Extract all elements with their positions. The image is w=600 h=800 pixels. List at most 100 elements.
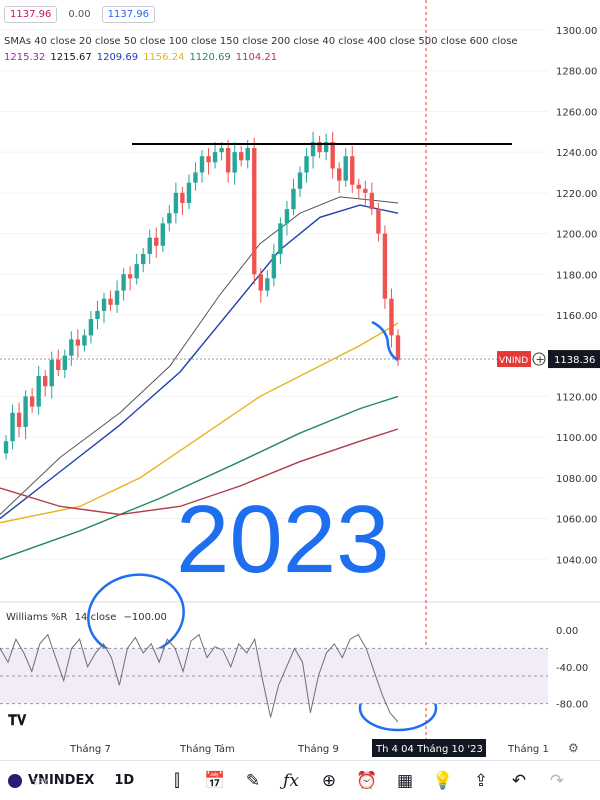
- candle-body: [343, 156, 348, 181]
- price-axis[interactable]: 1300.00 1280.00 1260.00 1240.00 1220.00 1200.…: [497, 26, 600, 566]
- chart-type-icon[interactable]: ⫿: [174, 770, 180, 791]
- candle-body: [350, 156, 355, 185]
- candle-body: [180, 192, 185, 204]
- time-axis[interactable]: Tháng 7 Tháng Tám Tháng 9 Tháng 1 Th 4 04 Th…: [69, 739, 579, 757]
- candle-body: [291, 188, 296, 210]
- candle-body: [154, 237, 159, 246]
- candle-body: [265, 278, 270, 291]
- calendar-icon[interactable]: 📅: [204, 770, 226, 791]
- candle-body: [252, 148, 257, 275]
- time-label: Tháng 7: [69, 743, 111, 755]
- sma-indicator-values: 1215.32 1215.67 1209.69 1156.24 1120.69 1104.…: [4, 52, 277, 63]
- candle-body: [369, 192, 375, 210]
- candle-body: [167, 213, 172, 224]
- candle-body: [245, 148, 250, 161]
- candle-body: [284, 209, 290, 224]
- price-tick-label: 1160.00: [556, 311, 597, 322]
- candle-body: [297, 172, 303, 189]
- candle-body: [82, 335, 87, 346]
- candle-body: [95, 310, 100, 320]
- candle-body: [127, 274, 133, 279]
- candle-body: [121, 274, 126, 291]
- year-annotation-text: 2023: [176, 486, 390, 593]
- candle-body: [160, 223, 165, 246]
- candle-body: [330, 141, 335, 169]
- candle-body: [108, 298, 113, 305]
- candle-body: [29, 396, 35, 407]
- sma-value-0: 1215.32: [4, 52, 46, 63]
- share-icon[interactable]: ⇪: [473, 770, 489, 791]
- indicators-fx-icon[interactable]: ƒx: [283, 770, 299, 791]
- settings-gear-icon: ⚙: [568, 741, 579, 755]
- candle-body: [323, 141, 329, 153]
- sma-200-line: [0, 428, 399, 516]
- timeframe-selector[interactable]: 1D: [114, 773, 135, 788]
- sma-100-line: [0, 322, 399, 524]
- candle-body: [271, 253, 277, 279]
- candle-body: [193, 172, 198, 183]
- price-tick-label: 1240.00: [556, 148, 597, 159]
- tradingview-logo-icon: 𝐓𝐕: [8, 713, 27, 729]
- candle-body: [186, 182, 192, 204]
- symbol-name: VNINDEX: [28, 773, 95, 788]
- williams-r-value: −100.00: [123, 612, 167, 623]
- time-label: Tháng 1: [507, 743, 549, 755]
- candle-body: [382, 233, 388, 299]
- layout-grid-icon[interactable]: ▦: [396, 770, 414, 791]
- candle-body: [310, 141, 316, 157]
- sma-value-1: 1215.67: [50, 52, 92, 63]
- candle-body: [23, 396, 28, 427]
- price-legend: 1137.96 0.00 1137.96: [4, 6, 155, 23]
- sma-indicator-title[interactable]: SMAs 40 close 20 close 50 close 100 clos…: [4, 36, 518, 47]
- bottom-toolbar: VNINDEX 1D ⫿ 📅 ✎ ƒx ⊕ ⏰ ▦ 💡 ⇪ ↶ ↷: [0, 760, 600, 800]
- price-tick-label: 1180.00: [556, 270, 597, 281]
- cursor-date-badge: [372, 739, 486, 757]
- sma-value-3: 1156.24: [143, 52, 185, 63]
- add-plus-icon[interactable]: ⊕: [321, 770, 337, 791]
- candle-layer: [3, 131, 401, 460]
- add-plus-icon: [532, 352, 546, 366]
- candle-body: [278, 223, 283, 254]
- last-price-value: 1138.36: [554, 355, 595, 366]
- candle-body: [239, 152, 244, 161]
- time-label: Tháng Tám: [179, 743, 235, 755]
- williams-r-title: Williams %R: [6, 612, 68, 623]
- drawing-pen-icon[interactable]: ✎: [245, 770, 261, 791]
- candle-body: [337, 168, 342, 181]
- williams-r-band: [0, 648, 548, 704]
- symbol-logo-icon: [8, 773, 22, 788]
- candle-body: [212, 152, 218, 163]
- candle-body: [62, 355, 67, 370]
- candle-body: [389, 298, 394, 336]
- symbol-selector[interactable]: VNINDEX 1D: [0, 773, 158, 788]
- price-tick-label: 1120.00: [556, 392, 597, 403]
- alarm-clock-icon[interactable]: ⏰: [356, 770, 378, 791]
- plus-glyph: +: [536, 353, 545, 366]
- candle-body: [3, 441, 9, 454]
- candle-body: [363, 188, 368, 193]
- ideas-bulb-icon[interactable]: 💡: [432, 770, 454, 791]
- price-tick-label: 1300.00: [556, 26, 597, 37]
- candle-body: [376, 209, 381, 234]
- sma-20-line: [0, 196, 399, 515]
- sma-value-4: 1120.69: [189, 52, 231, 63]
- williams-r-pane[interactable]: 0.00 -40.00 -80.00 𝐓𝐕: [0, 626, 588, 729]
- candle-body: [10, 412, 15, 442]
- candle-body: [258, 274, 263, 291]
- candle-body: [43, 376, 48, 387]
- undo-icon[interactable]: ↶: [511, 770, 527, 791]
- candle-body: [219, 148, 224, 153]
- candle-body: [141, 253, 146, 265]
- handdrawn-mark: [371, 320, 399, 362]
- sma-150-line: [0, 395, 399, 560]
- spread-value: 0.00: [63, 7, 96, 22]
- williams-r-legend[interactable]: Williams %R 14 close −100.00: [6, 612, 171, 623]
- williams-r-tick: -40.00: [556, 663, 588, 674]
- sell-price[interactable]: 1137.96: [4, 6, 58, 23]
- buy-price[interactable]: 1137.96: [101, 6, 155, 23]
- williams-r-tick: -80.00: [556, 700, 588, 711]
- redo-icon[interactable]: ↷: [549, 770, 565, 791]
- last-price-badge: [548, 350, 600, 369]
- candle-body: [199, 156, 205, 173]
- chart-canvas[interactable]: 2023 1300.00 1280.00 1260.00 1240.00 1220.00…: [0, 0, 600, 760]
